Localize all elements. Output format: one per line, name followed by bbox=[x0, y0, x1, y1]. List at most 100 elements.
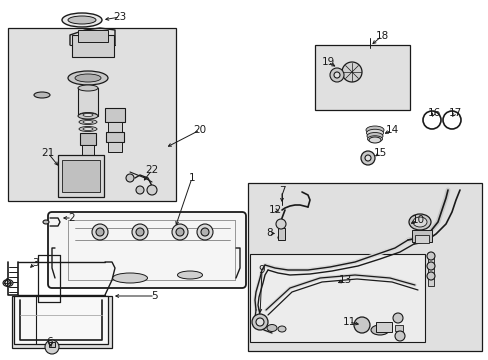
Text: 1: 1 bbox=[188, 173, 195, 183]
Bar bbox=[78, 88, 98, 116]
Circle shape bbox=[176, 228, 183, 236]
Circle shape bbox=[333, 72, 339, 78]
Circle shape bbox=[197, 224, 213, 240]
Text: 5: 5 bbox=[151, 291, 158, 301]
Ellipse shape bbox=[78, 85, 98, 91]
Ellipse shape bbox=[75, 74, 101, 82]
Circle shape bbox=[136, 186, 143, 194]
Bar bbox=[249, 254, 424, 342]
Circle shape bbox=[426, 262, 434, 270]
Ellipse shape bbox=[112, 273, 147, 283]
Text: 11: 11 bbox=[342, 317, 355, 327]
Bar bbox=[106, 132, 124, 142]
Circle shape bbox=[360, 151, 374, 165]
Ellipse shape bbox=[83, 127, 93, 130]
Bar bbox=[105, 108, 125, 122]
Ellipse shape bbox=[370, 325, 388, 335]
Circle shape bbox=[136, 228, 143, 236]
Bar bbox=[427, 268, 433, 276]
Circle shape bbox=[96, 228, 104, 236]
Ellipse shape bbox=[34, 92, 50, 98]
Circle shape bbox=[394, 331, 404, 341]
Bar bbox=[375, 322, 391, 332]
Ellipse shape bbox=[68, 71, 108, 85]
Ellipse shape bbox=[177, 271, 202, 279]
Ellipse shape bbox=[412, 217, 426, 227]
Circle shape bbox=[364, 155, 370, 161]
Ellipse shape bbox=[367, 136, 382, 142]
Circle shape bbox=[329, 68, 343, 82]
Circle shape bbox=[172, 224, 187, 240]
FancyBboxPatch shape bbox=[48, 212, 245, 288]
Text: 18: 18 bbox=[375, 31, 388, 41]
Text: 19: 19 bbox=[321, 57, 334, 67]
Circle shape bbox=[251, 314, 267, 330]
Circle shape bbox=[426, 252, 434, 260]
Ellipse shape bbox=[366, 132, 382, 139]
Text: 20: 20 bbox=[193, 125, 206, 135]
Ellipse shape bbox=[368, 137, 380, 143]
Text: 9: 9 bbox=[258, 265, 265, 275]
Bar bbox=[80, 133, 96, 145]
Text: 10: 10 bbox=[410, 215, 424, 225]
Ellipse shape bbox=[62, 13, 102, 27]
Ellipse shape bbox=[266, 324, 276, 332]
Text: 7: 7 bbox=[278, 186, 285, 196]
Circle shape bbox=[426, 272, 434, 280]
Bar bbox=[72, 35, 114, 57]
Bar bbox=[8, 28, 176, 201]
Text: 13: 13 bbox=[338, 275, 351, 285]
Circle shape bbox=[353, 317, 369, 333]
Circle shape bbox=[201, 228, 208, 236]
Ellipse shape bbox=[408, 214, 430, 230]
Ellipse shape bbox=[68, 16, 96, 24]
Text: 23: 23 bbox=[113, 12, 126, 22]
Circle shape bbox=[341, 62, 361, 82]
Circle shape bbox=[92, 224, 108, 240]
Circle shape bbox=[126, 174, 134, 182]
Bar bbox=[411, 230, 431, 242]
Bar bbox=[58, 155, 104, 197]
Text: 3: 3 bbox=[32, 258, 38, 268]
Ellipse shape bbox=[78, 113, 98, 119]
Ellipse shape bbox=[43, 220, 49, 224]
Bar bbox=[278, 228, 285, 240]
Text: 12: 12 bbox=[268, 205, 281, 215]
Circle shape bbox=[422, 111, 440, 129]
Bar bbox=[108, 122, 122, 132]
Text: 17: 17 bbox=[447, 108, 461, 118]
Text: 2: 2 bbox=[68, 213, 75, 223]
Circle shape bbox=[275, 219, 285, 229]
Circle shape bbox=[45, 340, 59, 354]
Circle shape bbox=[147, 185, 157, 195]
Circle shape bbox=[132, 224, 148, 240]
Ellipse shape bbox=[79, 126, 97, 131]
Circle shape bbox=[392, 313, 402, 323]
Ellipse shape bbox=[366, 129, 383, 137]
Bar bbox=[62, 160, 100, 192]
Ellipse shape bbox=[83, 121, 93, 123]
Text: 8: 8 bbox=[266, 228, 273, 238]
Bar bbox=[414, 235, 428, 243]
Text: 22: 22 bbox=[145, 165, 158, 175]
Circle shape bbox=[5, 280, 11, 286]
Text: 14: 14 bbox=[385, 125, 398, 135]
Ellipse shape bbox=[278, 326, 285, 332]
Ellipse shape bbox=[365, 126, 383, 134]
Circle shape bbox=[256, 318, 264, 326]
Bar bbox=[78, 30, 108, 42]
Text: 15: 15 bbox=[373, 148, 386, 158]
Bar bbox=[14, 296, 108, 344]
Text: 16: 16 bbox=[427, 108, 440, 118]
Bar bbox=[394, 325, 402, 331]
Circle shape bbox=[442, 111, 460, 129]
Bar bbox=[82, 145, 94, 155]
Text: 21: 21 bbox=[41, 148, 55, 158]
Bar bbox=[12, 296, 112, 348]
Ellipse shape bbox=[79, 112, 97, 117]
Bar bbox=[427, 278, 433, 286]
Ellipse shape bbox=[83, 113, 93, 117]
Text: 6: 6 bbox=[46, 337, 53, 347]
Bar bbox=[427, 258, 433, 266]
Bar bbox=[108, 142, 122, 152]
